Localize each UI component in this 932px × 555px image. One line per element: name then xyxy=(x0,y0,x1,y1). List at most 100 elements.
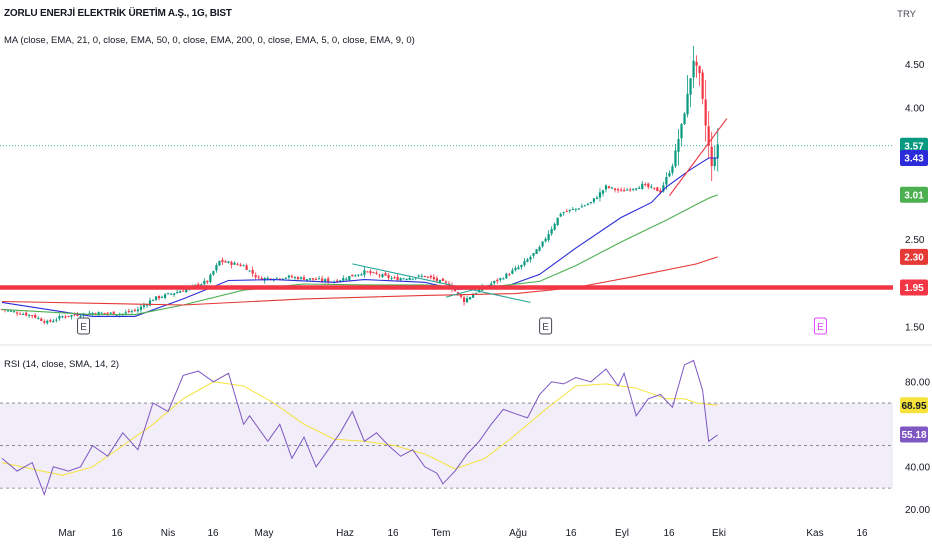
price-tag-bg xyxy=(900,137,928,154)
earnings-marker-icon xyxy=(813,317,827,335)
candle-body xyxy=(239,264,242,266)
candle-body xyxy=(610,187,614,189)
candle-body xyxy=(453,289,457,292)
candle-body xyxy=(502,278,505,280)
candle-body xyxy=(553,224,556,230)
ema-line-ema200 xyxy=(1,256,718,306)
candle-body xyxy=(221,259,224,263)
candle-body xyxy=(157,295,161,299)
candle-body xyxy=(260,278,263,281)
candle-body xyxy=(635,188,638,190)
candle-body xyxy=(115,314,118,316)
candle-body xyxy=(378,274,381,276)
candle-body xyxy=(674,150,677,167)
candle-body xyxy=(523,261,526,266)
candle-body xyxy=(704,99,707,126)
candle-body xyxy=(318,278,321,280)
candle-body xyxy=(9,310,13,312)
candle-body xyxy=(91,312,94,315)
candle-body xyxy=(571,208,574,210)
candle-body xyxy=(176,292,179,294)
candle-body xyxy=(366,271,369,273)
candle-body xyxy=(369,271,372,274)
candle-body xyxy=(559,213,562,217)
candle-body xyxy=(550,229,553,234)
candle-body xyxy=(547,233,550,241)
candle-body xyxy=(520,264,523,268)
candle-body xyxy=(305,279,309,281)
candle-body xyxy=(535,249,538,254)
candle-body xyxy=(52,320,55,323)
candle-body xyxy=(459,294,463,297)
candle-body xyxy=(314,279,318,281)
rsi-axis-tick: 40.00 xyxy=(905,462,930,473)
candle-body xyxy=(212,271,215,275)
price-tag: 3.43 xyxy=(904,154,924,165)
time-axis-tick: Kas xyxy=(806,528,823,539)
candle-body xyxy=(58,316,61,319)
candle-body xyxy=(230,261,233,266)
candle-body xyxy=(475,293,478,295)
candle-body xyxy=(218,260,221,266)
time-axis-tick: May xyxy=(255,528,274,539)
candle-body xyxy=(127,311,130,313)
candle-body xyxy=(284,277,287,279)
candle-body xyxy=(142,305,146,307)
candle-body xyxy=(677,139,680,152)
candle-body xyxy=(695,61,698,66)
price-tag: 1.95 xyxy=(904,283,924,294)
candle-body xyxy=(668,172,671,177)
candle-body xyxy=(209,274,212,282)
candle-body xyxy=(647,183,650,188)
candle-body xyxy=(124,312,127,314)
candle-body xyxy=(136,309,139,312)
candle-body xyxy=(686,93,689,115)
candle-body xyxy=(299,277,303,279)
candle-body xyxy=(324,279,327,282)
rsi-legend[interactable]: RSI (14, close, SMA, 14, 2) xyxy=(4,359,120,370)
candle-body xyxy=(73,314,76,316)
candle-body xyxy=(701,72,704,99)
ma-legend[interactable]: MA (close, EMA, 21, 0, close, EMA, 50, 0… xyxy=(4,35,415,46)
candle-body xyxy=(710,146,713,166)
candle-body xyxy=(456,292,460,294)
candle-body xyxy=(420,275,423,277)
candle-body xyxy=(79,315,82,317)
candle-body xyxy=(55,319,58,321)
price-tag: 3.57 xyxy=(904,141,924,152)
candle-body xyxy=(88,313,91,315)
candle-body xyxy=(308,278,312,280)
candle-body xyxy=(435,278,438,281)
candle-body xyxy=(34,315,37,318)
candle-body xyxy=(19,313,22,315)
price-tag-bg xyxy=(900,248,928,265)
candle-body xyxy=(70,315,73,317)
candle-body xyxy=(511,270,514,274)
candle-body xyxy=(266,277,269,279)
time-axis-tick: 16 xyxy=(387,528,399,539)
candle-body xyxy=(604,185,608,190)
candle-body xyxy=(76,314,79,316)
candle-body xyxy=(496,279,499,282)
candle-body xyxy=(290,276,294,278)
candle-body xyxy=(517,267,520,269)
candle-body xyxy=(568,209,571,211)
candle-body xyxy=(151,299,155,301)
candle-body xyxy=(233,262,236,265)
candle-body xyxy=(130,311,133,313)
candle-body xyxy=(227,261,230,263)
candle-body xyxy=(148,300,152,306)
price-axis-tick: 2.50 xyxy=(905,235,925,246)
candle-body xyxy=(251,270,254,274)
trendline xyxy=(668,118,728,196)
price-axis-tick: 4.50 xyxy=(905,60,925,71)
candle-body xyxy=(586,203,589,205)
trendline xyxy=(352,263,531,303)
earnings-marker-icon xyxy=(539,317,553,335)
candle-body xyxy=(408,277,411,280)
price-tag-bg xyxy=(900,186,928,203)
candle-body xyxy=(100,312,103,314)
time-axis-tick: 16 xyxy=(856,528,868,539)
